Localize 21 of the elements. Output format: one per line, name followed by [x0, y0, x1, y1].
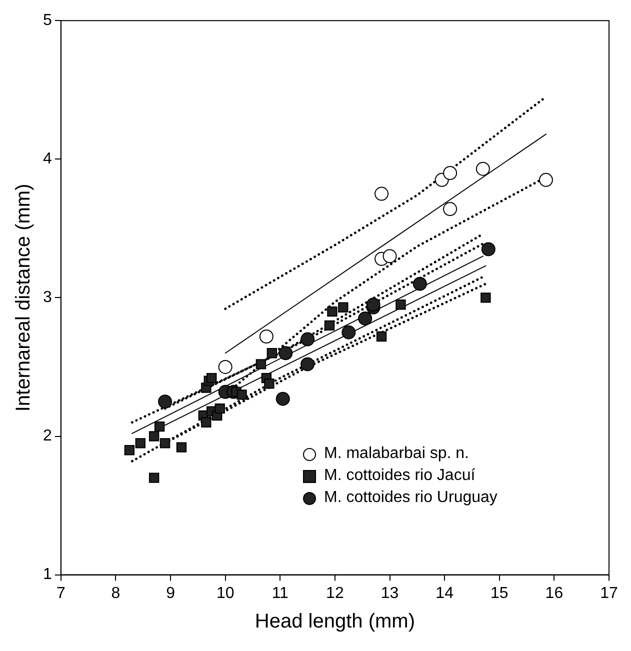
- x-tick-label: 10: [216, 584, 234, 602]
- x-tick-label: 15: [490, 584, 508, 602]
- y-tick-label: 5: [42, 12, 52, 30]
- x-tick-label: 13: [380, 584, 399, 602]
- x-tick-label: 7: [56, 584, 66, 602]
- legend-label: M. cottoides rio Uruguay: [324, 488, 498, 508]
- y-tick-label: 4: [42, 150, 52, 168]
- legend-label: M. malabarbai sp. n.: [324, 444, 469, 464]
- x-tick-label: 12: [326, 584, 344, 602]
- y-axis-title: Internareal distance (mm): [12, 184, 35, 412]
- y-tick-label: 2: [42, 428, 52, 445]
- x-axis-title: Head length (mm): [254, 610, 415, 633]
- x-tick-label: 17: [600, 584, 618, 602]
- y-tick-label: 1: [42, 566, 52, 584]
- legend-label: M. cottoides rio Jacuí: [324, 466, 476, 486]
- y-tick-label: 3: [42, 289, 52, 306]
- x-tick-label: 8: [111, 584, 120, 602]
- x-tick-label: 16: [545, 584, 564, 602]
- x-tick-label: 11: [272, 584, 289, 602]
- x-tick-label: 14: [436, 584, 454, 602]
- x-tick-label: 9: [166, 584, 176, 602]
